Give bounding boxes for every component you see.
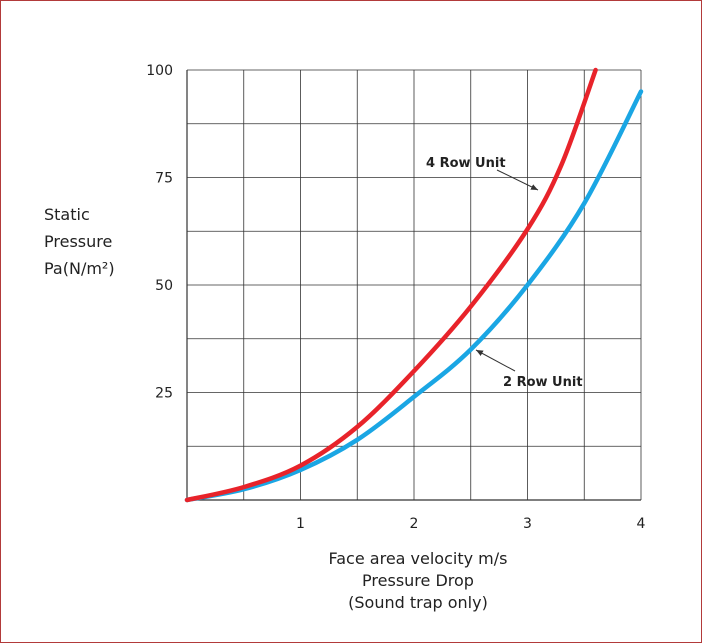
x-axis-label: Face area velocity m/s Pressure Drop (So… [290, 548, 546, 614]
x-axis-label-line-2: Pressure Drop [362, 571, 474, 590]
y-tick-label: 50 [155, 278, 173, 294]
y-tick-label: 25 [155, 386, 173, 402]
y-axis-label-line-3: Pa(N/m²) [44, 259, 115, 278]
annotation-arrow-4-row-unit [496, 169, 539, 191]
y-tick-label: 100 [146, 63, 173, 79]
x-axis-label-line-3: (Sound trap only) [348, 593, 488, 612]
series-line-4-row-unit [184, 67, 598, 503]
x-tick-label: 3 [523, 516, 532, 532]
x-axis-label-line-1: Face area velocity m/s [328, 549, 508, 568]
annotation-2-row-unit: 2 Row Unit [503, 375, 583, 390]
y-axis-label: Static Pressure Pa(N/m²) [44, 201, 115, 282]
annotations: 4 Row Unit 2 Row Unit [426, 156, 583, 390]
y-axis-label-line-1: Static [44, 205, 90, 224]
y-tick-label: 75 [155, 171, 173, 187]
tick-labels: 1 2 3 4 25 50 75 100 [146, 63, 645, 532]
series-lines [184, 67, 644, 503]
x-tick-label: 4 [637, 516, 646, 532]
y-axis-label-line-2: Pressure [44, 232, 113, 251]
series-line-2-row-unit [184, 89, 644, 503]
x-tick-label: 2 [410, 516, 419, 532]
annotation-arrow-2-row-unit [475, 349, 516, 372]
x-tick-label: 1 [296, 516, 305, 532]
annotation-4-row-unit: 4 Row Unit [426, 156, 506, 171]
